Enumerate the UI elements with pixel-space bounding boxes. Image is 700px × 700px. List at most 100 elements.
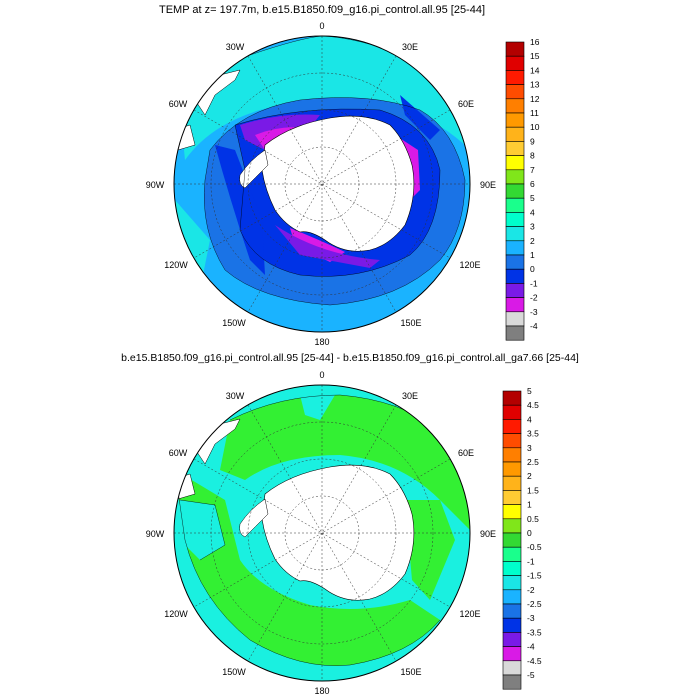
colorbar-tick-label: -4 bbox=[530, 321, 538, 331]
colorbar-tick-label: 2.5 bbox=[527, 457, 539, 467]
colorbar-tick-label: 9 bbox=[530, 136, 535, 146]
bottom-meridian-labels: 0 30E 60E 90E 120E 150E 180 150W 120W 90… bbox=[146, 370, 496, 696]
graticule-bottom bbox=[174, 385, 470, 681]
colorbar-swatch bbox=[505, 55, 525, 71]
colorbar-swatch bbox=[505, 70, 525, 85]
colorbar-tick-label: 13 bbox=[530, 80, 540, 90]
colorbar-swatch bbox=[505, 169, 525, 185]
colorbar-swatch bbox=[502, 433, 522, 449]
meridian-label-150e: 150E bbox=[400, 318, 421, 328]
colorbar-swatch bbox=[502, 404, 522, 420]
colorbar-swatch bbox=[502, 575, 522, 591]
colorbar-tick-label: 16 bbox=[530, 37, 540, 47]
colorbar-swatch bbox=[502, 632, 522, 647]
bottom-title: b.e15.B1850.f09_g16.pi_control.all.95 [2… bbox=[121, 352, 579, 364]
colorbar-swatch bbox=[502, 589, 522, 605]
meridian-label-60w: 60W bbox=[169, 99, 188, 109]
antarctica-land-bottom bbox=[261, 464, 415, 601]
map-border bbox=[173, 35, 471, 333]
colorbar-tick-label: -1.5 bbox=[527, 571, 542, 581]
diff-patch-green-east bbox=[405, 500, 455, 600]
colorbar-tick-label: 14 bbox=[530, 65, 540, 75]
meridian-label-90w: 90W bbox=[146, 529, 165, 539]
meridian-label-120e: 120E bbox=[459, 609, 480, 619]
colorbar-swatch bbox=[505, 183, 525, 199]
colorbar-swatch bbox=[502, 419, 522, 434]
meridian-label-120e: 120E bbox=[459, 260, 480, 270]
bottom-panel: b.e15.B1850.f09_g16.pi_control.all.95 [2… bbox=[121, 352, 579, 696]
colorbar-swatch bbox=[502, 674, 522, 690]
colorbar-tick-label: 1 bbox=[527, 500, 532, 510]
colorbar-tick-label: 0 bbox=[530, 264, 535, 274]
meridian-label-90e: 90E bbox=[480, 180, 496, 190]
colorbar-swatch bbox=[502, 475, 522, 491]
colorbar-tick-label: -1 bbox=[530, 278, 538, 288]
meridian-label-30w: 30W bbox=[226, 42, 245, 52]
diff-field-green-south bbox=[175, 470, 440, 666]
colorbar-tick-label: 7 bbox=[530, 165, 535, 175]
cold-patch-east bbox=[400, 95, 440, 140]
colorbar-tick-label: 10 bbox=[530, 122, 540, 132]
colorbar-swatch bbox=[505, 268, 525, 284]
warm-band-west bbox=[175, 200, 210, 290]
colorbar-swatch bbox=[505, 297, 525, 313]
colorbar-swatch bbox=[505, 126, 525, 142]
colorbar-swatch bbox=[502, 390, 522, 406]
meridian-label-150e: 150E bbox=[400, 667, 421, 677]
colorbar-swatch bbox=[505, 311, 525, 327]
meridian-label-0: 0 bbox=[319, 21, 324, 31]
meridian-label-150w: 150W bbox=[222, 318, 246, 328]
colorbar-swatch bbox=[505, 254, 525, 270]
colorbar-swatch bbox=[502, 546, 522, 562]
diff-field-green-north bbox=[220, 395, 470, 530]
colorbar-swatch bbox=[505, 155, 525, 171]
colorbar-tick-label: 0.5 bbox=[527, 514, 539, 524]
meridian-label-60e: 60E bbox=[458, 448, 474, 458]
colorbar-swatch bbox=[505, 212, 525, 227]
colorbar-tick-label: 8 bbox=[530, 151, 535, 161]
colorbar-tick-label: 1.5 bbox=[527, 485, 539, 495]
colorbar-swatch bbox=[502, 617, 522, 633]
meridian-label-30e: 30E bbox=[402, 391, 418, 401]
colorbar-tick-label: -0.5 bbox=[527, 542, 542, 552]
colorbar-swatch bbox=[502, 447, 522, 463]
colorbar-swatch bbox=[502, 490, 522, 505]
colorbar-tick-label: -3.5 bbox=[527, 627, 542, 637]
top-polar-map bbox=[173, 35, 471, 333]
antarctica-land bbox=[261, 115, 415, 252]
meridian-label-30w: 30W bbox=[226, 391, 245, 401]
colorbar-tick-label: 3.5 bbox=[527, 429, 539, 439]
colorbar-tick-label: 12 bbox=[530, 94, 540, 104]
colorbar-tick-label: 6 bbox=[530, 179, 535, 189]
top-panel: TEMP at z= 197.7m, b.e15.B1850.f09_g16.p… bbox=[146, 4, 540, 347]
colorbar-tick-label: 1 bbox=[530, 250, 535, 260]
colorbar-tick-label: -4.5 bbox=[527, 656, 542, 666]
meridian-label-90w: 90W bbox=[146, 180, 165, 190]
meridian-label-0: 0 bbox=[319, 370, 324, 380]
meridian-label-180: 180 bbox=[314, 337, 329, 347]
graticule bbox=[174, 36, 470, 332]
colorbar-swatch bbox=[502, 461, 522, 477]
colorbar-swatch bbox=[505, 41, 525, 57]
colorbar-tick-label: -3 bbox=[527, 613, 535, 623]
colorbar-swatch bbox=[505, 98, 525, 114]
bottom-colorbar: 5 4.5 4 3.5 3 2.5 2 1.5 1 0.5 0 -0.5 -1 -1.5 -2 -2.5 -3 -… bbox=[502, 386, 542, 690]
cold-tongue bbox=[215, 145, 265, 275]
colorbar-tick-label: 2 bbox=[530, 236, 535, 246]
colorbar-swatch bbox=[505, 84, 525, 100]
colorbar-tick-label: -5 bbox=[527, 670, 535, 680]
colorbar-tick-label: 5 bbox=[530, 193, 535, 203]
colorbar-swatch bbox=[502, 504, 522, 520]
colorbar-swatch bbox=[505, 325, 525, 341]
colorbar-swatch bbox=[505, 197, 525, 213]
colorbar-swatch bbox=[505, 112, 525, 128]
colorbar-swatch bbox=[502, 561, 522, 576]
colorbar-tick-label: 0 bbox=[527, 528, 532, 538]
meridian-label-60w: 60W bbox=[169, 448, 188, 458]
colorbar-tick-label: 2 bbox=[527, 471, 532, 481]
top-meridian-labels: 0 30E 60E 90E 120E 150E 180 150W 120W 90… bbox=[146, 21, 496, 347]
colorbar-swatch bbox=[505, 240, 525, 256]
colorbar-swatch bbox=[505, 226, 525, 242]
meridian-label-150w: 150W bbox=[222, 667, 246, 677]
